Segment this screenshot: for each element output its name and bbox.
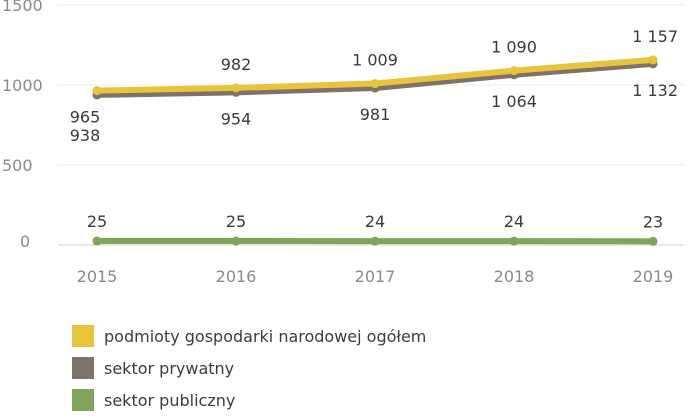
data-label: 981 [360, 105, 391, 124]
y-tick-label: 1000 [2, 76, 43, 95]
data-label: 982 [221, 55, 252, 74]
data-point [232, 83, 241, 92]
x-axis-ticks: 2015 2016 2017 2018 2019 [77, 267, 674, 286]
data-label: 1 090 [491, 38, 537, 57]
data-point [510, 237, 519, 246]
legend-swatch [72, 357, 94, 379]
data-label: 1 132 [632, 81, 678, 100]
data-point [371, 79, 380, 88]
data-point [510, 66, 519, 75]
legend-item: sektor publiczny [72, 384, 426, 416]
data-point [93, 86, 102, 95]
data-label: 23 [643, 212, 663, 231]
data-label: 24 [504, 212, 524, 231]
legend-swatch [72, 389, 94, 411]
x-tick-label: 2018 [494, 267, 535, 286]
legend-label: sektor publiczny [104, 391, 235, 410]
legend-swatch [72, 325, 94, 347]
x-tick-label: 2016 [216, 267, 257, 286]
data-point [93, 237, 102, 246]
data-label: 25 [226, 212, 246, 231]
data-label: 954 [221, 109, 252, 128]
x-tick-label: 2017 [355, 267, 396, 286]
legend: podmioty gospodarki narodowej ogółem sekt… [72, 320, 426, 416]
legend-label: podmioty gospodarki narodowej ogółem [104, 327, 426, 346]
y-axis-ticks: 1500 1000 500 0 [2, 0, 43, 251]
y-tick-label: 1500 [2, 0, 43, 15]
data-label: 965 [70, 108, 101, 127]
data-label: 25 [87, 212, 107, 231]
data-point [232, 237, 241, 246]
legend-item: sektor prywatny [72, 352, 426, 384]
y-tick-label: 0 [20, 232, 30, 251]
data-label: 938 [70, 126, 101, 145]
legend-item: podmioty gospodarki narodowej ogółem [72, 320, 426, 352]
gridlines [58, 5, 684, 245]
x-tick-label: 2019 [633, 267, 674, 286]
data-label: 1 064 [491, 92, 537, 111]
data-label: 24 [365, 212, 385, 231]
data-point [371, 237, 380, 246]
data-label: 1 009 [352, 51, 398, 70]
x-tick-label: 2015 [77, 267, 118, 286]
data-labels: 965 982 1 009 1 090 1 157 938 954 981 1 064 1 132… [70, 27, 678, 231]
data-point [649, 55, 658, 64]
data-point [649, 237, 658, 246]
data-label: 1 157 [632, 27, 678, 46]
y-tick-label: 500 [2, 156, 33, 175]
legend-label: sektor prywatny [104, 359, 234, 378]
